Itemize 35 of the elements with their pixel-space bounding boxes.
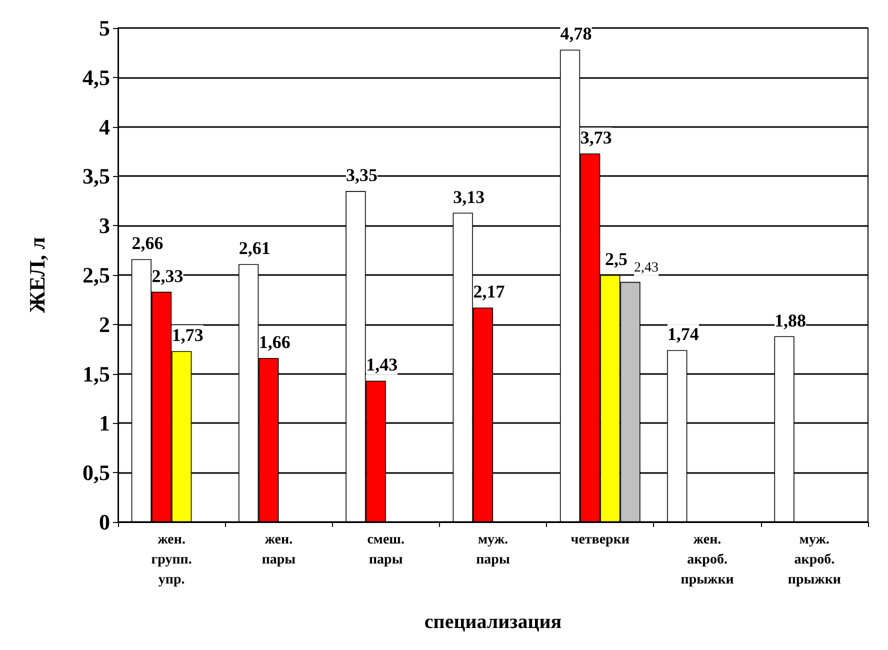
data-label: 3,73 <box>580 127 612 148</box>
data-label: 3,35 <box>346 165 378 186</box>
y-tick-label: 5 <box>99 16 110 40</box>
y-tick-label: 0 <box>99 510 110 534</box>
y-tick-label: 3,5 <box>82 164 110 189</box>
data-label: 2,33 <box>152 266 184 286</box>
data-label: 2,17 <box>473 282 505 302</box>
y-tick-label: 4 <box>99 114 110 140</box>
x-tick-label: четверки <box>570 532 630 548</box>
data-label: 2,43 <box>634 260 659 276</box>
data-label: 1,73 <box>172 325 204 346</box>
data-label: 2,5 <box>604 249 628 269</box>
y-tick-label: 1 <box>99 410 110 436</box>
y-tick-label: 2,5 <box>82 262 110 288</box>
x-tick-label: смеш. пары <box>367 532 405 568</box>
data-label: 4,78 <box>560 24 592 44</box>
data-label: 2,61 <box>238 238 270 258</box>
data-label: 3,13 <box>453 186 485 207</box>
y-tick-label: 0,5 <box>82 460 110 486</box>
data-label: 2,66 <box>132 233 164 254</box>
data-label: 1,43 <box>366 354 398 375</box>
data-label: 1,66 <box>258 332 290 352</box>
x-tick-label: муж. пары <box>476 532 510 568</box>
y-tick-label: 4,5 <box>82 64 110 90</box>
data-label: 1,74 <box>667 324 699 344</box>
y-axis-title: ЖЕЛ, л <box>24 237 50 313</box>
x-tick-label: жен. акроб. прыжки <box>680 532 734 588</box>
x-tick-label: жен. пары <box>262 532 296 568</box>
x-axis-title: специализация <box>424 611 562 633</box>
y-tick-label: 3 <box>99 213 110 238</box>
x-tick-label: муж. акроб. прыжки <box>788 532 841 588</box>
data-label: 1,88 <box>774 310 806 330</box>
y-tick-label: 2 <box>99 312 110 337</box>
x-tick-label: жен. групп. упр. <box>151 532 192 588</box>
y-tick-label: 1,5 <box>82 361 110 386</box>
